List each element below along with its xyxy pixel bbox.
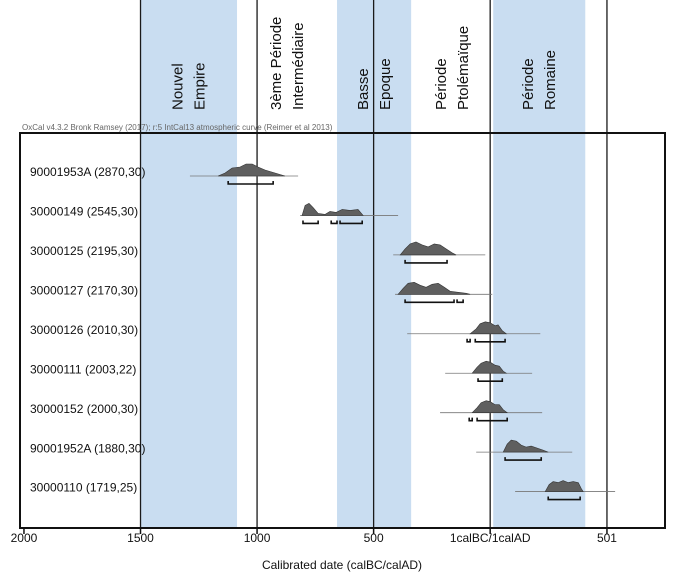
hpd-interval	[330, 220, 338, 225]
density	[502, 439, 549, 453]
sample-label: 30000111 (2003,22)	[30, 362, 136, 376]
sample-label: 30000152 (2000,30)	[30, 402, 138, 416]
density	[544, 480, 584, 492]
period-label: Période	[520, 58, 537, 110]
density	[399, 241, 457, 256]
hpd-interval	[504, 457, 543, 461]
hpd-interval	[547, 496, 581, 501]
plot-frame	[19, 132, 666, 529]
sample-label: 90001952A (1880,30)	[30, 441, 145, 455]
sample-label: 30000110 (1719,25)	[30, 481, 137, 495]
sample-label: 30000126 (2010,30)	[30, 323, 138, 337]
period-label: Epoque	[377, 58, 394, 110]
hpd-interval	[476, 417, 508, 422]
hpd-interval	[404, 259, 448, 264]
x-tick-label: 1500	[127, 531, 154, 545]
density	[397, 281, 471, 295]
period-label: Période	[433, 58, 450, 110]
samples: 90001953A (2870,30) 30000149 (2545,30) 300…	[30, 163, 616, 501]
density	[471, 400, 509, 413]
hpd-interval	[474, 338, 506, 343]
sample-label: 30000125 (2195,30)	[30, 244, 138, 258]
period-band	[140, 0, 238, 528]
period-label: Intermédiaire	[290, 22, 307, 110]
hpd-interval	[466, 338, 471, 343]
hpd-interval	[339, 220, 363, 225]
sample-label: 90001953A (2870,30)	[30, 165, 145, 179]
grid	[139, 0, 608, 528]
x-tick-label: 2000	[11, 531, 38, 545]
period-label: Empire	[192, 62, 209, 110]
hpd-interval	[227, 181, 274, 185]
hpd-interval	[302, 220, 319, 225]
hpd-interval	[468, 417, 474, 422]
note: OxCal v4.3.2 Bronk Ramsey (2017); r:5 In…	[22, 123, 333, 132]
period-label: Romaine	[542, 50, 559, 110]
density	[471, 360, 508, 374]
period-band	[493, 0, 586, 528]
period-label: Basse	[355, 68, 372, 110]
x-tick-label: 1calBC/1calAD	[450, 531, 531, 545]
density	[217, 163, 286, 177]
sample-label: 30000149 (2545,30)	[30, 205, 138, 219]
period-label: Ptolémaïque	[455, 26, 472, 110]
hpd-interval	[404, 299, 455, 304]
x-tick-label: 501	[597, 531, 617, 545]
x-tick-label: 1000	[244, 531, 271, 545]
density	[469, 321, 508, 335]
hpd-interval	[477, 378, 504, 383]
period-label: 3ème Période	[268, 17, 285, 110]
density	[301, 203, 364, 216]
period-label: Nouvel	[170, 63, 187, 110]
hpd-interval	[456, 299, 464, 304]
x-axis-label: Calibrated date (calBC/calAD)	[262, 558, 422, 572]
x-tick-label: 500	[364, 531, 384, 545]
sample-label: 30000127 (2170,30)	[30, 284, 138, 298]
